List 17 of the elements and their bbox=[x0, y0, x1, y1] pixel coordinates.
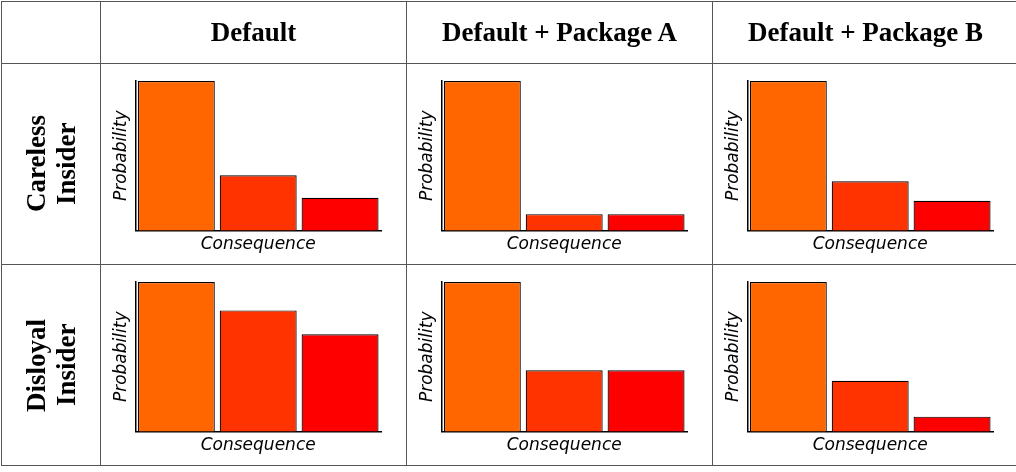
x-axis-title: Consequence bbox=[200, 233, 316, 254]
y-axis-title: Probability bbox=[415, 109, 436, 202]
x-axis-title: Consequence bbox=[506, 233, 622, 254]
y-axis-title: Probability bbox=[721, 109, 742, 202]
y-axis-title: Probability bbox=[721, 310, 742, 403]
text: Careless Insider bbox=[21, 114, 81, 215]
x-axis-title: Consequence bbox=[812, 434, 928, 455]
y-axis-title: Probability bbox=[109, 310, 130, 403]
text: Default + Package B bbox=[712, 1, 1016, 64]
x-axis-title: Consequence bbox=[506, 434, 622, 455]
y-axis-title: Probability bbox=[109, 109, 130, 202]
text: Disloyal Insider bbox=[21, 317, 81, 414]
x-axis-title: Consequence bbox=[812, 233, 928, 254]
x-axis-title: Consequence bbox=[200, 434, 316, 455]
y-axis-title: Probability bbox=[415, 310, 436, 403]
text: Default bbox=[100, 1, 407, 64]
text: Default + Package A bbox=[406, 1, 713, 64]
